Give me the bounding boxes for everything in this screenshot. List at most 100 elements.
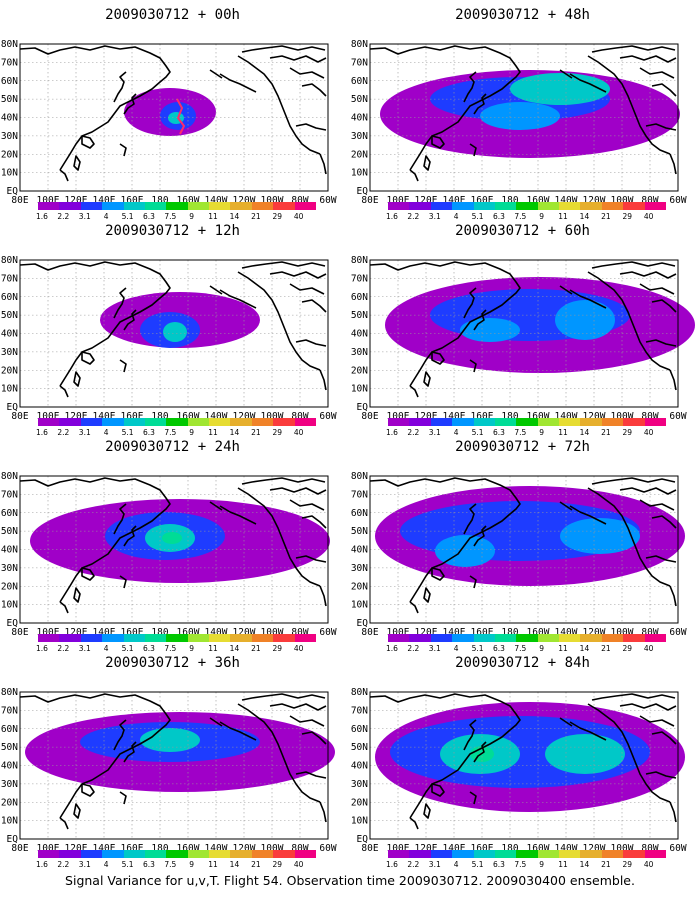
colorbar-swatch: [601, 850, 624, 858]
map-frame: [369, 691, 679, 840]
colorbar-tick-label: 29: [622, 644, 632, 653]
colorbar-swatch: [59, 850, 82, 858]
field-region-4: [460, 318, 520, 342]
lon-label: 160W: [177, 843, 200, 854]
lon-label: 120E: [415, 195, 438, 206]
lat-label: 70N: [1, 489, 18, 500]
colorbar-tick-label: 9: [539, 212, 545, 221]
lat-label: 40N: [351, 761, 368, 772]
colorbar-swatch: [166, 850, 189, 858]
coastlines: [369, 477, 677, 614]
lon-label: 80E: [11, 411, 28, 422]
panel-title: 2009030712 + 72h: [455, 439, 590, 455]
lon-label: 120W: [233, 843, 256, 854]
colorbar-swatch: [144, 202, 167, 210]
lon-label: 80W: [641, 195, 658, 206]
lon-label: 160E: [471, 843, 494, 854]
colorbar-swatch: [251, 850, 274, 858]
lat-label: 10N: [351, 816, 368, 827]
lon-label: 160W: [527, 411, 550, 422]
colorbar-swatch: [187, 850, 210, 858]
colorbar-swatch: [102, 634, 125, 642]
lat-label: 40N: [1, 329, 18, 340]
lon-label: 140W: [555, 627, 578, 638]
lat-label: 80N: [1, 39, 18, 50]
colorbar-tick-label: 14: [229, 212, 240, 221]
lon-label: 100W: [611, 195, 634, 206]
colorbar-swatch: [144, 634, 167, 642]
lon-label: 140W: [205, 843, 228, 854]
colorbar-swatch: [38, 850, 60, 858]
colorbar-tick-label: 21: [601, 860, 611, 869]
lon-label: 60W: [319, 843, 336, 854]
colorbar-swatch: [123, 850, 146, 858]
colorbar-tick-label: 21: [251, 860, 261, 869]
lat-label: 40N: [1, 761, 18, 772]
colorbar-swatch: [273, 418, 296, 426]
colorbar-swatch: [473, 418, 496, 426]
colorbar-swatch: [644, 202, 667, 210]
colorbar-tick-label: 7.5: [164, 428, 177, 437]
colorbar-tick-label: 2.2: [407, 212, 420, 221]
colorbar-swatch: [516, 634, 539, 642]
colorbar-swatch: [537, 850, 560, 858]
lon-label: 120E: [415, 627, 438, 638]
colorbar-swatch: [516, 850, 539, 858]
colorbar-tick-label: 40: [643, 860, 654, 869]
lon-label: 160E: [121, 195, 144, 206]
colorbar-tick-label: 14: [229, 860, 240, 869]
lat-label: 60N: [1, 508, 18, 519]
lat-label: 30N: [1, 131, 18, 142]
lon-label: 120W: [583, 195, 606, 206]
lat-label: 60N: [1, 292, 18, 303]
colorbar-tick-label: 5.1: [471, 212, 484, 221]
colorbar-swatch: [452, 418, 475, 426]
colorbar-swatch: [273, 850, 296, 858]
colorbar-tick-label: 3.1: [78, 860, 91, 869]
lon-label: 120E: [65, 411, 88, 422]
colorbar-swatch: [580, 418, 603, 426]
map-plot: 80N 70N 60N 50N 40N 30N 20N 10N EQ 80E 100E 120E 140…: [351, 39, 687, 206]
map-plot: 80N 70N 60N 50N 40N 30N 20N 10N EQ 80E 100E 120E 140…: [1, 471, 337, 638]
lat-label: 50N: [351, 310, 368, 321]
lon-label: 100W: [261, 843, 284, 854]
lon-label: 60W: [319, 627, 336, 638]
colorbar-tick-label: 29: [272, 860, 282, 869]
map-plot: 80N 70N 60N 50N 40N 30N 20N 10N EQ 80E 100E 120E 140…: [1, 687, 337, 854]
colorbar-swatch: [187, 418, 210, 426]
lon-label: 160W: [527, 627, 550, 638]
lat-label: 40N: [1, 113, 18, 124]
colorbar-swatch: [166, 418, 189, 426]
colorbar-tick-label: 4: [103, 644, 109, 653]
colorbar-swatch: [294, 634, 317, 642]
lon-label: 180: [151, 411, 168, 422]
coastlines: [369, 261, 677, 398]
colorbar-swatch: [80, 850, 103, 858]
colorbar-swatch: [601, 202, 624, 210]
colorbar-swatch: [473, 850, 496, 858]
lon-label: 100E: [37, 843, 60, 854]
lat-label: 30N: [351, 563, 368, 574]
colorbar-swatch: [430, 850, 453, 858]
lat-label: 50N: [351, 94, 368, 105]
lon-label: 140E: [443, 843, 466, 854]
lon-label: 160W: [527, 843, 550, 854]
colorbar-swatch: [388, 850, 410, 858]
panel-title: 2009030712 + 36h: [105, 655, 240, 671]
lat-label: 50N: [351, 742, 368, 753]
colorbar-tick-label: 6.3: [142, 428, 155, 437]
panel-title: 2009030712 + 00h: [105, 7, 240, 23]
colorbar-swatch: [473, 634, 496, 642]
lon-label: 80W: [291, 411, 308, 422]
colorbar-tick-label: 40: [293, 644, 304, 653]
colorbar-tick-label: 21: [601, 212, 611, 221]
lat-label: 20N: [1, 149, 18, 160]
map-frame: [369, 259, 679, 408]
lat-label: 30N: [1, 563, 18, 574]
variance-field: [375, 702, 685, 812]
lat-label: 30N: [1, 347, 18, 358]
colorbar-tick-label: 40: [643, 212, 654, 221]
